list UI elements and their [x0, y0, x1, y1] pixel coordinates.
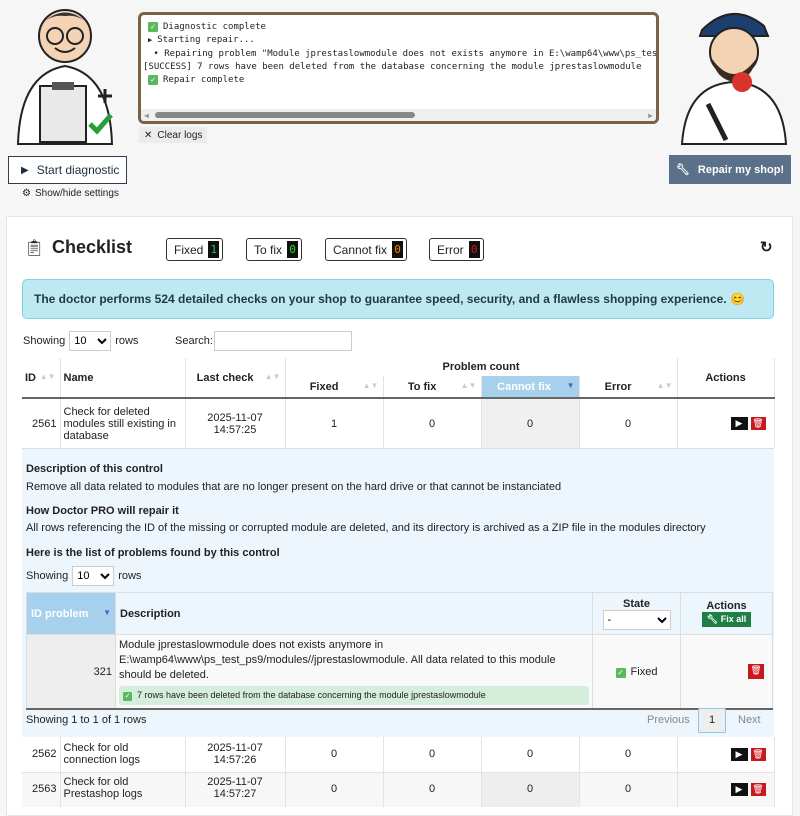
delete-button[interactable]: 🗑︎ [750, 782, 766, 796]
next-page-button[interactable]: Next [738, 714, 761, 726]
col-actions: Actions 🔧︎ Fix all [680, 592, 773, 635]
triangle-right-icon: ▶ [148, 36, 153, 45]
result-message: ✓ 7 rows have been deleted from the datab… [119, 686, 589, 705]
checklist-table: ID ▲▼ Name Last check ▲▼ Problem count Act… [22, 358, 775, 448]
col-last-check[interactable]: Last check ▲▼ [185, 358, 286, 398]
play-icon: ▶ [21, 164, 29, 176]
page-size-control: Showing 10 rows [23, 331, 138, 351]
col-description: Description [115, 592, 593, 635]
gears-icon: ⚙ [22, 188, 31, 199]
badge-fixed: Fixed 1 [166, 238, 224, 261]
col-id-problem[interactable]: ID problem ▼ [26, 592, 116, 635]
col-cannot-fix[interactable]: Cannot fix ▼ [481, 376, 580, 398]
mechanic-illustration [680, 12, 788, 145]
col-id[interactable]: ID ▲▼ [22, 358, 61, 398]
col-error[interactable]: Error ▲▼ [579, 376, 678, 398]
horizontal-scrollbar[interactable]: ◀ ▶ [141, 109, 656, 121]
log-line: ✓ Diagnostic complete [148, 21, 656, 34]
problem-page-size-select[interactable]: 10 [72, 566, 115, 586]
log-console[interactable]: ✓ Diagnostic complete ▶ Starting repair...… [138, 12, 659, 124]
problem-row: 321 Module jprestaslowmodule does not ex… [26, 634, 773, 710]
clear-logs-button[interactable]: ✕ Clear logs [139, 127, 208, 143]
doctor-illustration [16, 9, 114, 145]
run-check-button[interactable]: ▶ [730, 417, 748, 430]
check-icon: ✓ [615, 667, 626, 678]
fix-all-button[interactable]: 🔧︎ Fix all [701, 612, 752, 627]
checklist-table-continued: 2562 Check for old connection logs 2025-… [22, 737, 775, 807]
delete-problem-button[interactable]: 🗑︎ [748, 664, 764, 679]
delete-button[interactable]: 🗑︎ [750, 747, 766, 761]
problems-table: ID problem ▼ Description State - Actions 🔧︎… [26, 592, 773, 710]
check-icon: ✓ [148, 75, 158, 86]
check-icon: ✓ [148, 22, 158, 32]
check-detail: Description of this control Remove all d… [22, 448, 774, 737]
badge-error: Error 0 [429, 238, 484, 261]
delete-button[interactable]: 🗑︎ [750, 417, 766, 430]
refresh-icon[interactable]: ↻ [760, 239, 773, 256]
previous-page-button[interactable]: Previous [647, 714, 690, 726]
repair-shop-button[interactable]: 🔧︎ Repair my shop! [669, 155, 791, 184]
search-input[interactable] [214, 331, 352, 351]
bullet-icon: • [148, 48, 159, 59]
show-hide-settings-link[interactable]: ⚙ Show/hide settings [22, 188, 119, 199]
wrench-icon: 🔧︎ [675, 164, 690, 176]
run-check-button[interactable]: ▶ [730, 782, 748, 796]
log-line: ▶ Starting repair... [148, 35, 255, 46]
state-filter-select[interactable]: - [602, 609, 671, 630]
page-size-select[interactable]: 10 [69, 331, 112, 351]
close-icon: ✕ [144, 129, 153, 141]
col-to-fix[interactable]: To fix ▲▼ [383, 376, 482, 398]
log-line: • Repairing problem "Module jprestaslowm… [148, 48, 658, 59]
col-state: State - [592, 592, 681, 635]
badge-cannot-fix: Cannot fix 0 [325, 238, 408, 261]
table-row[interactable]: 2563 Check for old Prestashop logs 2025-… [22, 772, 775, 807]
clipboard-icon: 📋︎ [24, 240, 45, 257]
pagination-info: Showing 1 to 1 of 1 rows [26, 714, 147, 726]
page-1-button[interactable]: 1 [698, 708, 726, 733]
search-label: Search: [175, 335, 213, 347]
state-badge: Fixed [630, 665, 658, 678]
log-line: ✓ Repair complete [148, 74, 656, 87]
problem-count-header: Problem count [284, 358, 678, 376]
col-name[interactable]: Name [60, 358, 186, 398]
log-line: [SUCCESS] 7 rows have been deleted from … [143, 61, 642, 72]
start-diagnostic-button[interactable]: ▶ Start diagnostic [8, 156, 127, 184]
info-alert: The doctor performs 524 detailed checks … [22, 279, 774, 319]
table-row[interactable]: 2562 Check for old connection logs 2025-… [22, 737, 775, 772]
col-fixed[interactable]: Fixed ▲▼ [284, 376, 384, 398]
badge-to-fix: To fix 0 [246, 238, 303, 261]
table-row[interactable]: 2561 Check for deleted modules still exi… [22, 398, 775, 448]
col-actions: Actions [677, 358, 775, 398]
page-title: Checklist [52, 237, 133, 257]
run-check-button[interactable]: ▶ [730, 747, 748, 761]
